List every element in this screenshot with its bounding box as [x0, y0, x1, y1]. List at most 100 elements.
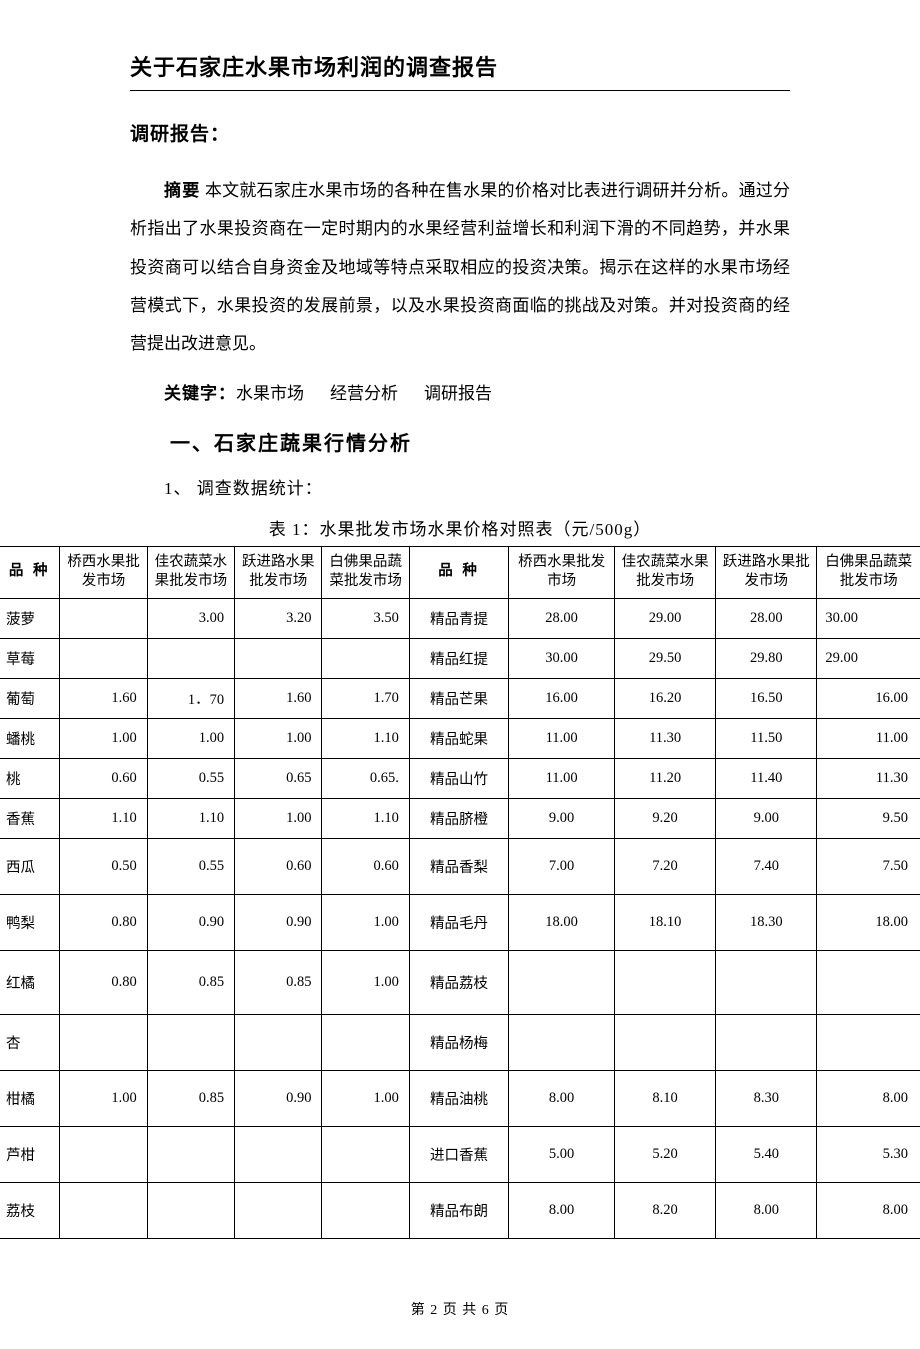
cell-value: 0.90 — [147, 894, 234, 950]
cell-value: 28.00 — [716, 598, 817, 638]
th-variety-right: 品 种 — [409, 546, 508, 598]
cell-value: 1.00 — [322, 894, 409, 950]
report-heading: 调研报告： — [130, 119, 790, 146]
cell-value — [60, 1014, 147, 1070]
th-market-4: 白佛果品蔬菜批发市场 — [322, 546, 409, 598]
cell-value: 30.00 — [817, 598, 920, 638]
cell-value: 11.00 — [817, 718, 920, 758]
th-market-3: 跃进路水果批发市场 — [235, 546, 322, 598]
table-row: 葡萄1.601．701.601.70精品芒果16.0016.2016.5016.… — [0, 678, 920, 718]
cell-value: 0.90 — [235, 894, 322, 950]
cell-value: 8.00 — [509, 1070, 615, 1126]
cell-value — [322, 1014, 409, 1070]
th-variety-left: 品 种 — [0, 546, 60, 598]
cell-value: 28.00 — [509, 598, 615, 638]
cell-name-right: 精品芒果 — [409, 678, 508, 718]
cell-value: 11.50 — [716, 718, 817, 758]
cell-value: 3.20 — [235, 598, 322, 638]
cell-value: 8.00 — [817, 1182, 920, 1238]
cell-value — [322, 638, 409, 678]
keyword-2: 经营分析 — [330, 384, 398, 403]
cell-value: 29.50 — [615, 638, 716, 678]
cell-name-left: 葡萄 — [0, 678, 60, 718]
cell-value: 11.40 — [716, 758, 817, 798]
cell-value — [235, 1014, 322, 1070]
cell-value: 16.00 — [817, 678, 920, 718]
cell-value: 9.50 — [817, 798, 920, 838]
cell-value: 5.40 — [716, 1126, 817, 1182]
cell-name-left: 红橘 — [0, 950, 60, 1014]
cell-value — [615, 1014, 716, 1070]
cell-value: 1．70 — [147, 678, 234, 718]
th-market-7: 跃进路水果批发市场 — [716, 546, 817, 598]
cell-value — [147, 1126, 234, 1182]
cell-name-left: 鸭梨 — [0, 894, 60, 950]
cell-value: 0.65 — [235, 758, 322, 798]
cell-value — [147, 1182, 234, 1238]
cell-value: 0.80 — [60, 894, 147, 950]
th-market-2: 佳农蔬菜水果批发市场 — [147, 546, 234, 598]
cell-value: 1.10 — [322, 718, 409, 758]
cell-value: 1.00 — [60, 1070, 147, 1126]
table-row: 荔枝精品布朗8.008.208.008.00 — [0, 1182, 920, 1238]
th-market-6: 佳农蔬菜水果批发市场 — [615, 546, 716, 598]
cell-value: 8.20 — [615, 1182, 716, 1238]
document-title: 关于石家庄水果市场利润的调查报告 — [130, 50, 790, 91]
cell-value — [147, 638, 234, 678]
cell-value: 0.50 — [60, 838, 147, 894]
cell-value: 11.00 — [509, 758, 615, 798]
cell-value: 0.80 — [60, 950, 147, 1014]
cell-value: 5.00 — [509, 1126, 615, 1182]
cell-value: 18.00 — [509, 894, 615, 950]
cell-value: 0.60 — [60, 758, 147, 798]
cell-value: 0.85 — [147, 1070, 234, 1126]
cell-value: 0.55 — [147, 758, 234, 798]
cell-value: 1.00 — [322, 1070, 409, 1126]
cell-value: 1.00 — [322, 950, 409, 1014]
table-body: 菠萝3.003.203.50精品青提28.0029.0028.0030.00草莓… — [0, 598, 920, 1238]
cell-value: 30.00 — [509, 638, 615, 678]
cell-value — [235, 1182, 322, 1238]
table-row: 蟠桃1.001.001.001.10精品蛇果11.0011.3011.5011.… — [0, 718, 920, 758]
cell-value — [322, 1126, 409, 1182]
cell-value — [60, 1126, 147, 1182]
cell-value: 0.65. — [322, 758, 409, 798]
abstract-text: 本文就石家庄水果市场的各种在售水果的价格对比表进行调研并分析。通过分析指出了水果… — [130, 181, 790, 353]
keyword-1: 水果市场 — [236, 384, 304, 403]
cell-value — [235, 638, 322, 678]
cell-value — [60, 638, 147, 678]
cell-value: 3.50 — [322, 598, 409, 638]
cell-value — [509, 950, 615, 1014]
cell-name-right: 进口香蕉 — [409, 1126, 508, 1182]
cell-name-left: 桃 — [0, 758, 60, 798]
th-market-8: 白佛果品蔬菜批发市场 — [817, 546, 920, 598]
abstract-label: 摘要 — [164, 181, 200, 200]
table-row: 芦柑进口香蕉5.005.205.405.30 — [0, 1126, 920, 1182]
cell-name-right: 精品荔枝 — [409, 950, 508, 1014]
cell-value: 1.60 — [60, 678, 147, 718]
cell-value: 0.60 — [235, 838, 322, 894]
cell-value: 5.20 — [615, 1126, 716, 1182]
table-header-row: 品 种 桥西水果批发市场 佳农蔬菜水果批发市场 跃进路水果批发市场 白佛果品蔬菜… — [0, 546, 920, 598]
cell-value: 7.20 — [615, 838, 716, 894]
cell-value — [147, 1014, 234, 1070]
cell-value — [322, 1182, 409, 1238]
cell-value — [817, 1014, 920, 1070]
cell-value: 1.00 — [235, 718, 322, 758]
cell-value: 7.00 — [509, 838, 615, 894]
keyword-3: 调研报告 — [424, 384, 492, 403]
cell-value — [60, 1182, 147, 1238]
price-table: 品 种 桥西水果批发市场 佳农蔬菜水果批发市场 跃进路水果批发市场 白佛果品蔬菜… — [0, 546, 920, 1239]
cell-value: 11.30 — [615, 718, 716, 758]
table-row: 杏精品杨梅 — [0, 1014, 920, 1070]
cell-value: 0.60 — [322, 838, 409, 894]
cell-name-right: 精品红提 — [409, 638, 508, 678]
cell-value — [615, 950, 716, 1014]
cell-name-right: 精品布朗 — [409, 1182, 508, 1238]
cell-value: 9.00 — [716, 798, 817, 838]
cell-value: 29.00 — [615, 598, 716, 638]
cell-value: 16.00 — [509, 678, 615, 718]
th-market-5: 桥西水果批发市场 — [509, 546, 615, 598]
content-block: 关于石家庄水果市场利润的调查报告 调研报告： 摘要 本文就石家庄水果市场的各种在… — [0, 50, 920, 540]
cell-value: 8.00 — [509, 1182, 615, 1238]
